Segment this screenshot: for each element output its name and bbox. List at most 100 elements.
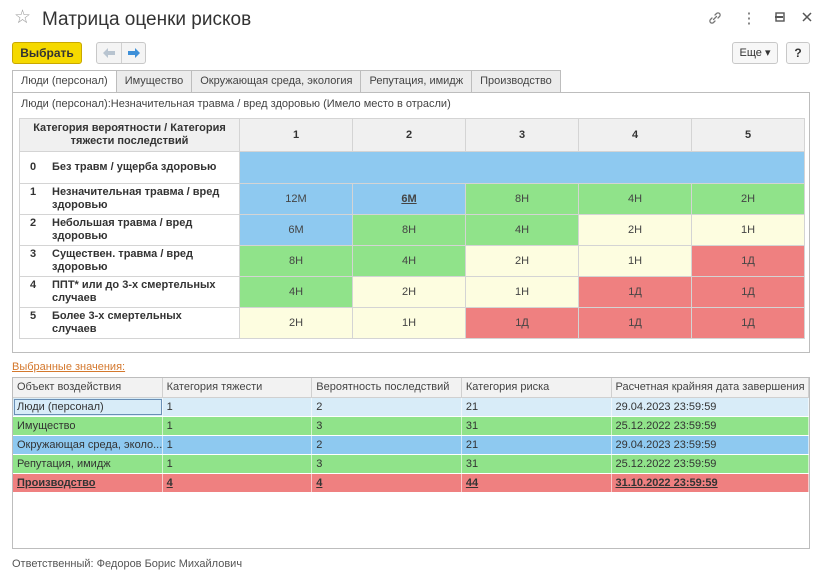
matrix-cell[interactable]: 1Д [691,307,805,339]
back-arrow-icon[interactable] [97,43,121,63]
matrix-cell[interactable]: 1Н [578,245,692,277]
matrix-corner-header: Категория вероятности / Категория тяжест… [19,118,240,152]
table-cell: 4 [312,474,462,492]
severity-row-header: 3 Существен. травма / вред здоровью [19,245,240,277]
table-cell: 29.04.2023 23:59:59 [612,398,809,416]
table-cell: 21 [462,436,612,454]
severity-row-header: 4 ППТ* или до 3-х смертельных случаев [19,276,240,308]
tab-reputation[interactable]: Репутация, имидж [360,70,473,92]
table-row[interactable]: Репутация, имидж 1 3 31 25.12.2022 23:59… [13,455,809,474]
table-cell: Люди (персонал) [13,398,163,416]
matrix-cell[interactable]: 4Н [465,214,579,246]
link-icon[interactable] [706,10,724,28]
column-header[interactable]: Категория риска [462,378,612,397]
matrix-cell[interactable]: 2Н [239,307,353,339]
table-row[interactable]: Имущество 1 3 31 25.12.2022 23:59:59 [13,417,809,436]
matrix-cell[interactable]: 4Н [352,245,466,277]
probability-header: 1 [239,118,353,152]
probability-header: 4 [578,118,692,152]
matrix-cell-row0[interactable] [239,151,805,184]
navigation-buttons [96,42,146,64]
responsible-person: Ответственный: Федоров Борис Михайлович [12,558,243,570]
tab-panel: Люди (персонал):Незначительная травма / … [12,92,810,353]
matrix-cell[interactable]: 8Н [352,214,466,246]
matrix-cell[interactable]: 12М [239,183,353,215]
table-cell: Производство [13,474,163,492]
table-cell: 1 [163,455,313,473]
minimize-icon[interactable] [770,10,788,28]
matrix-cell[interactable]: 1Д [578,307,692,339]
tab-bar: Люди (персонал) Имущество Окружающая сре… [12,70,561,93]
matrix-cell[interactable]: 1Д [578,276,692,308]
table-cell: 31 [462,455,612,473]
tab-personnel[interactable]: Люди (персонал) [12,70,117,93]
column-header[interactable]: Расчетная крайняя дата завершения [612,378,809,397]
matrix-cell[interactable]: 4Н [578,183,692,215]
table-cell: 1 [163,417,313,435]
table-cell: Окружающая среда, эколо... [13,436,163,454]
matrix-cell[interactable]: 1Н [465,276,579,308]
probability-header: 2 [352,118,466,152]
window-title: Матрица оценки рисков [42,9,252,30]
maximize-icon[interactable] [771,10,789,28]
table-cell: 3 [312,417,462,435]
matrix-cell[interactable]: 1Н [352,307,466,339]
table-cell: 2 [312,436,462,454]
table-cell: 1 [163,398,313,416]
table-cell: 1 [163,436,313,454]
probability-header: 5 [691,118,805,152]
probability-header: 3 [465,118,579,152]
matrix-cell[interactable]: 6М [239,214,353,246]
table-cell: 31.10.2022 23:59:59 [612,474,809,492]
column-header[interactable]: Категория тяжести [163,378,313,397]
tab-property[interactable]: Имущество [115,70,193,92]
table-header: Объект воздействия Категория тяжести Вер… [13,378,809,398]
risk-matrix: Категория вероятности / Категория тяжест… [19,118,805,339]
column-header[interactable]: Объект воздействия [13,378,163,397]
title-bar: ☆ Матрица оценки рисков ⋮ [0,0,828,38]
table-row[interactable]: Производство 4 4 44 31.10.2022 23:59:59 [13,474,809,493]
matrix-cell[interactable]: 2Н [465,245,579,277]
matrix-cell[interactable]: 2Н [578,214,692,246]
matrix-caption: Люди (персонал):Незначительная травма / … [21,98,451,110]
table-cell: 29.04.2023 23:59:59 [612,436,809,454]
matrix-cell[interactable]: 1Н [691,214,805,246]
more-vertical-icon[interactable]: ⋮ [741,10,757,27]
selected-values-label: Выбранные значения: [12,361,126,373]
matrix-cell[interactable]: 1Д [691,245,805,277]
close-icon[interactable] [798,10,816,28]
matrix-cell[interactable]: 4Н [239,276,353,308]
table-row[interactable]: Окружающая среда, эколо... 1 2 21 29.04.… [13,436,809,455]
matrix-cell[interactable]: 1Д [691,276,805,308]
table-cell: 25.12.2022 23:59:59 [612,417,809,435]
table-cell: 21 [462,398,612,416]
column-header[interactable]: Вероятность последствий [312,378,462,397]
severity-row-header: 5 Более 3-х смертельных случаев [19,307,240,339]
star-icon[interactable]: ☆ [14,7,32,28]
severity-row-header: 0 Без травм / ущерба здоровью [19,151,240,184]
table-cell: 25.12.2022 23:59:59 [612,455,809,473]
selected-values-table: Объект воздействия Категория тяжести Вер… [12,377,810,549]
table-cell: 4 [163,474,313,492]
table-cell: 31 [462,417,612,435]
matrix-cell[interactable]: 8Н [239,245,353,277]
more-button[interactable]: Еще ▾ [732,42,778,64]
matrix-cell[interactable]: 8Н [465,183,579,215]
table-cell: 44 [462,474,612,492]
severity-row-header: 2 Небольшая травма / вред здоровью [19,214,240,246]
severity-row-header: 1 Незначительная травма / вред здоровью [19,183,240,215]
tab-production[interactable]: Производство [471,70,561,92]
matrix-cell-selected[interactable]: 6М [352,183,466,215]
table-cell: Имущество [13,417,163,435]
matrix-cell[interactable]: 2Н [691,183,805,215]
help-button[interactable]: ? [786,42,810,64]
forward-arrow-icon[interactable] [121,43,145,63]
tab-environment[interactable]: Окружающая среда, экология [191,70,362,92]
table-row[interactable]: Люди (персонал) 1 2 21 29.04.2023 23:59:… [13,398,809,417]
table-cell: 2 [312,398,462,416]
table-cell: Репутация, имидж [13,455,163,473]
select-button[interactable]: Выбрать [12,42,82,64]
matrix-cell[interactable]: 2Н [352,276,466,308]
table-cell: 3 [312,455,462,473]
matrix-cell[interactable]: 1Д [465,307,579,339]
